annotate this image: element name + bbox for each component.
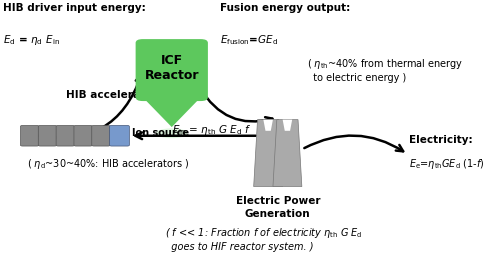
Text: Electric Power
Generation: Electric Power Generation — [236, 196, 320, 219]
Text: ICF
Reactor: ICF Reactor — [144, 54, 199, 82]
Polygon shape — [264, 120, 273, 131]
FancyBboxPatch shape — [56, 125, 74, 146]
Polygon shape — [273, 120, 302, 187]
Text: $E_{\mathrm{d}}$ = $\eta_{\mathrm{d}}$ $E_{\mathrm{in}}$: $E_{\mathrm{d}}$ = $\eta_{\mathrm{d}}$ $… — [3, 33, 60, 47]
Text: $E_{\mathrm{e}}$=$\eta_{\mathrm{th}}$$GE_{\mathrm{d}}$ $(1$-$f)$: $E_{\mathrm{e}}$=$\eta_{\mathrm{th}}$$GE… — [410, 157, 485, 171]
Text: HIB driver input energy:: HIB driver input energy: — [3, 3, 146, 13]
FancyBboxPatch shape — [92, 125, 110, 146]
FancyBboxPatch shape — [20, 125, 39, 146]
FancyBboxPatch shape — [38, 125, 56, 146]
Text: ( $f$ << 1: Fraction $f$ of electricity $\eta_{\mathrm{th}}$ $G$ $E_{\mathrm{d}}: ( $f$ << 1: Fraction $f$ of electricity … — [164, 226, 362, 252]
FancyBboxPatch shape — [110, 125, 130, 146]
Text: ( $\eta_{\mathrm{th}}$~40% from thermal energy
  to electric energy ): ( $\eta_{\mathrm{th}}$~40% from thermal … — [306, 57, 463, 83]
Text: Ion source: Ion source — [132, 128, 190, 138]
Text: $E_{\mathrm{fusion}}$=$GE_{\mathrm{d}}$: $E_{\mathrm{fusion}}$=$GE_{\mathrm{d}}$ — [220, 33, 278, 47]
Polygon shape — [143, 97, 201, 127]
Polygon shape — [254, 120, 282, 187]
FancyBboxPatch shape — [74, 125, 92, 146]
Ellipse shape — [156, 128, 188, 138]
Text: HIB accelerator: HIB accelerator — [66, 90, 157, 100]
Polygon shape — [282, 120, 292, 131]
Text: Electricity:: Electricity: — [410, 134, 473, 144]
Text: ( $\eta_{\mathrm{d}}$~30~40%: HIB accelerators ): ( $\eta_{\mathrm{d}}$~30~40%: HIB accele… — [27, 157, 190, 171]
Text: Fusion energy output:: Fusion energy output: — [220, 3, 350, 13]
Text: $E_{\mathrm{in}}$ = $\eta_{\mathrm{th}}$ $G$ $E_{\mathrm{d}}$ $f$: $E_{\mathrm{in}}$ = $\eta_{\mathrm{th}}$… — [172, 123, 251, 136]
FancyBboxPatch shape — [136, 39, 208, 101]
